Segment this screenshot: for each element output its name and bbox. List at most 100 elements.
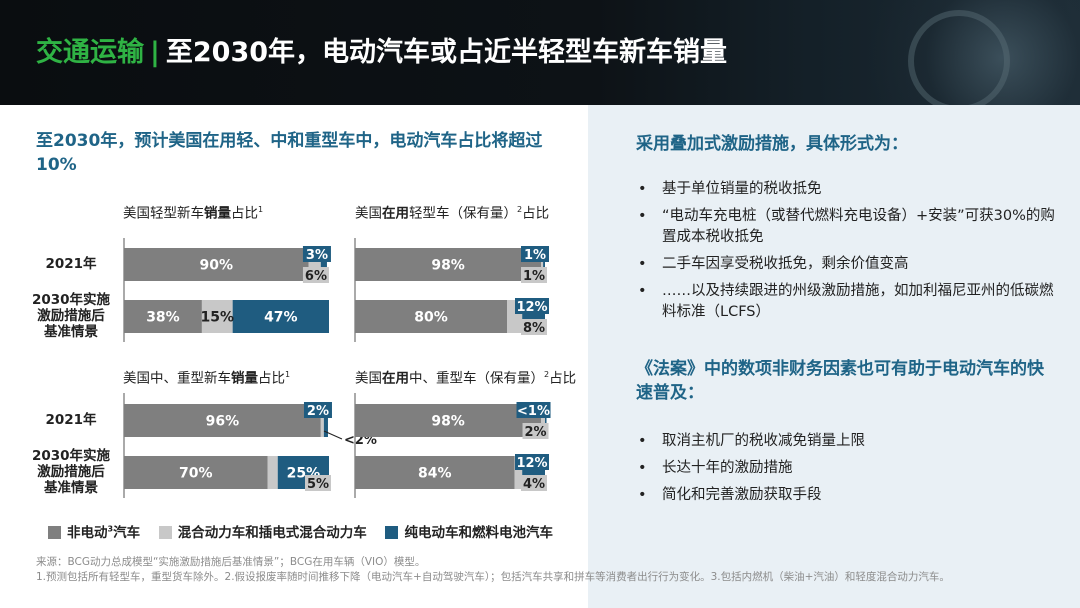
data-label: 1% [524, 248, 546, 263]
bar-segment [124, 248, 309, 281]
chart-title-suffix: 占比 [522, 205, 550, 222]
bullet-item: 简化和完善激励获取手段 [636, 485, 1056, 506]
legend-item-hybrid: 混合动力车和插电式混合动力车 [158, 525, 367, 541]
data-label-box [521, 319, 547, 335]
chart-title-heavy-in-use: 美国在用中、重型车（保有量）2占比 [355, 366, 585, 388]
row-label-2021-top: 2021年 [45, 256, 97, 272]
data-label: 70% [179, 466, 213, 482]
row-label-2030-bottom: 2030年实施 激励措施后 基准情景 [22, 448, 120, 496]
data-label-box [305, 475, 331, 491]
bullet-item: “电动车充电桩（或替代燃料充电设备）+安装”可获30%的购置成本税收抵免 [636, 206, 1056, 248]
data-label-box [303, 402, 332, 418]
bar-segment [541, 248, 544, 281]
bar-segment [323, 404, 328, 437]
chart-title-emphasis: 销量 [204, 205, 231, 222]
chart-title-sup: 2 [517, 205, 523, 214]
chart-title-part: 轻型车（保有量） [409, 205, 517, 222]
data-label: 4% [523, 477, 545, 492]
header-banner: 交通运输 | 至2030年，电动汽车或占近半轻型车新车销量 [0, 0, 1080, 105]
data-label-box [521, 246, 549, 262]
row-label-2030-top: 2030年实施 激励措施后 基准情景 [22, 292, 120, 340]
chart-title-suffix: 占比 [549, 370, 577, 387]
data-label-box [515, 298, 549, 314]
charger-photo-decoration [820, 0, 1080, 105]
title-separator: | [150, 37, 160, 68]
legend-sup: 3 [107, 524, 114, 534]
title-main: 至2030年，电动汽车或占近半轻型车新车销量 [165, 37, 728, 68]
bar-segment [543, 248, 545, 281]
bar-segment [267, 456, 278, 489]
data-label-box [521, 475, 547, 491]
data-label-leader [323, 430, 343, 440]
charging-plug-icon [908, 10, 1010, 105]
bar-segment [320, 404, 324, 437]
data-label: 98% [431, 258, 465, 274]
chart-title-sup: 1 [258, 205, 264, 214]
data-label: 8% [523, 321, 545, 336]
right-heading-1: 采用叠加式激励措施，具体形式为： [636, 134, 908, 154]
data-label-box [302, 246, 331, 262]
data-label: 5% [307, 477, 329, 492]
chart-title-part: 美国中、重型新车 [123, 370, 231, 387]
footnote-source: 来源：BCG动力总成模型“实施激励措施后基准情景”；BCG在用车辆（VIO）模型… [36, 556, 426, 568]
legend-label-non-ev: 非电动 [67, 525, 108, 541]
bar-segment [355, 300, 507, 333]
bar-segment [124, 456, 268, 489]
data-label-box [521, 267, 547, 283]
row-label-2021-bottom: 2021年 [45, 412, 97, 428]
data-label: 12% [516, 456, 547, 471]
chart-title-sup: 1 [285, 370, 291, 379]
chart-title-sup: 2 [544, 370, 550, 379]
bar-segment [124, 404, 321, 437]
row-label-line: 激励措施后 [37, 308, 105, 324]
data-label: 80% [414, 310, 448, 326]
chart-title-emphasis: 在用 [382, 370, 409, 387]
bullet-item: 长达十年的激励措施 [636, 458, 1056, 479]
chart-title-part: 占比 [231, 205, 258, 222]
legend-swatch-bev [385, 526, 399, 539]
legend-swatch-hybrid [158, 526, 172, 539]
chart-title-part: 美国 [355, 205, 382, 222]
data-label: 38% [146, 310, 180, 326]
legend-label-non-ev-suffix: 汽车 [113, 525, 141, 541]
footnote-notes: 1.预测包括所有轻型车，重型货车除外。2.假设报废率随时间推移下降（电动汽车+自… [36, 571, 950, 583]
legend-label-bev: 纯电动车和燃料电池汽车 [404, 525, 553, 541]
bar-segment [124, 300, 202, 333]
row-label-line: 2030年实施 [31, 292, 111, 308]
chart-title-heavy-new-sales: 美国中、重型新车销量占比1 [123, 366, 290, 388]
data-label: 3% [306, 248, 328, 263]
bar-segment [355, 248, 542, 281]
data-label-box [516, 402, 551, 418]
chart-title-emphasis: 销量 [231, 370, 258, 387]
left-heading: 至2030年，预计美国在用轻、中和重型车中，电动汽车占比将超过10% [36, 131, 543, 175]
nonfinancial-bullet-list: 取消主机厂的税收减免销量上限长达十年的激励措施简化和完善激励获取手段 [636, 431, 1056, 512]
bar-segment [232, 300, 329, 333]
bar-segment [514, 456, 523, 489]
chart-legend: 非电动3汽车 混合动力车和插电式混合动力车 纯电动车和燃料电池汽车 [48, 521, 567, 541]
legend-item-non-ev: 非电动3汽车 [48, 525, 140, 541]
data-label-box [522, 423, 549, 439]
chart-title-light-in-use: 美国在用轻型车（保有量）2占比 [355, 201, 549, 223]
page-title: 交通运输 | 至2030年，电动汽车或占近半轻型车新车销量 [36, 28, 727, 78]
legend-label-hybrid: 混合动力车和插电式混合动力车 [177, 525, 367, 541]
bullet-item: 基于单位销量的税收抵免 [636, 179, 1056, 200]
data-label: 90% [199, 258, 233, 274]
data-label: 1% [523, 269, 545, 284]
row-label-line: 基准情景 [44, 480, 98, 496]
legend-swatch-non-ev [48, 526, 61, 539]
footnote: 来源：BCG动力总成模型“实施激励措施后基准情景”；BCG在用车辆（VIO）模型… [36, 555, 1071, 585]
data-label-box [515, 454, 549, 470]
data-label: 47% [264, 310, 298, 326]
chart-title-light-new-sales: 美国轻型新车销量占比1 [123, 201, 263, 223]
data-label: 2% [307, 404, 329, 419]
bar-segment [320, 248, 327, 281]
chart-title-part: 美国轻型新车 [123, 205, 204, 222]
data-label: <1% [517, 404, 550, 419]
bar-segment [355, 404, 542, 437]
data-label: 15% [201, 310, 235, 326]
data-label: 6% [305, 269, 327, 284]
data-label: 2% [524, 425, 546, 440]
right-heading-2: 《法案》中的数项非财务因素也可有助于电动汽车的快速普及： [636, 359, 1044, 403]
data-label: 96% [206, 414, 240, 430]
